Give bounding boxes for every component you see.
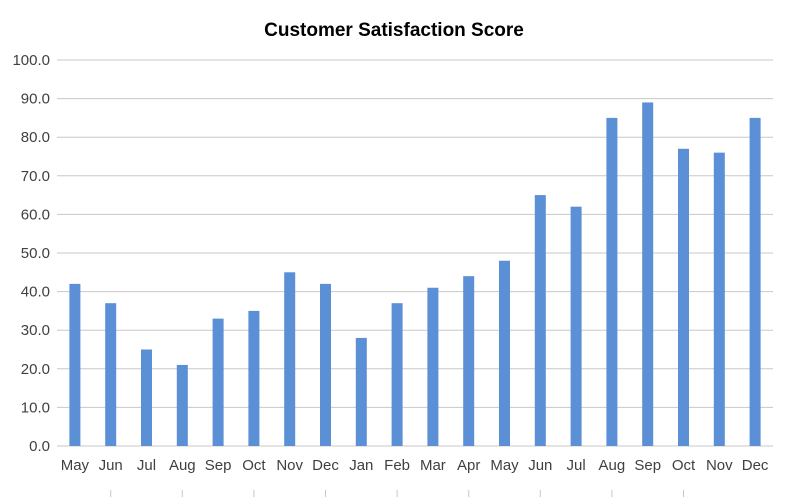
bar [69,283,81,446]
bar [642,102,654,447]
x-tick-label: Oct [672,457,696,474]
x-tick-label: Apr [457,457,480,474]
bar [749,117,761,447]
x-tick-label: Aug [169,457,196,474]
x-tick-label: Jul [567,457,586,474]
x-tick-label: Jan [349,457,373,474]
x-tick-label: Nov [706,457,733,474]
y-tick-label: 70.0 [21,168,50,185]
x-tick-label: Sep [205,457,232,474]
bar [499,260,510,446]
x-tick-label: Dec [742,457,769,474]
bar [463,276,475,446]
y-tick-label: 100.0 [12,52,50,69]
y-tick-label: 80.0 [21,129,50,146]
bar [391,303,403,446]
y-tick-label: 0.0 [29,438,50,455]
y-tick-label: 30.0 [21,322,50,339]
y-tick-label: 20.0 [21,361,50,378]
bar [212,318,224,446]
bar [141,349,152,446]
bar [570,206,582,446]
x-axis-group-ticks [110,490,684,497]
x-tick-label: Oct [242,457,266,474]
x-tick-label: May [61,457,90,474]
x-tick-label: Aug [599,457,626,474]
y-tick-label: 90.0 [21,91,50,108]
bar [320,283,331,446]
x-tick-label: Dec [312,457,339,474]
bar [678,148,689,446]
y-tick-label: 50.0 [21,245,50,262]
bar [355,337,367,446]
bar [427,287,439,446]
y-tick-label: 60.0 [21,206,50,223]
x-tick-label: Jun [528,457,552,474]
bar [606,117,618,447]
x-tick-label: Jun [99,457,123,474]
x-tick-label: Jul [137,457,156,474]
y-tick-label: 10.0 [21,399,50,416]
y-axis-ticks: 0.0 10.0 20.0 30.0 40.0 50.0 60.0 70.0 80.0 90.0 1… [12,52,50,455]
x-tick-label: May [490,457,519,474]
y-tick-label: 40.0 [21,284,50,301]
gridlines [57,59,773,447]
bar [284,272,296,446]
bar [248,310,260,446]
x-axis-ticks: May Jun Jul Aug Sep Oct Nov Dec Jan Feb Mar Apr May J… [61,457,769,474]
x-tick-label: Sep [634,457,661,474]
bar [534,195,546,446]
bar [105,303,117,446]
chart-title: Customer Satisfaction Score [264,20,524,41]
bar [713,152,725,446]
x-tick-label: Nov [276,457,303,474]
x-tick-label: Mar [420,457,446,474]
bars [69,102,761,447]
bar [176,364,188,446]
x-tick-label: Feb [384,457,410,474]
